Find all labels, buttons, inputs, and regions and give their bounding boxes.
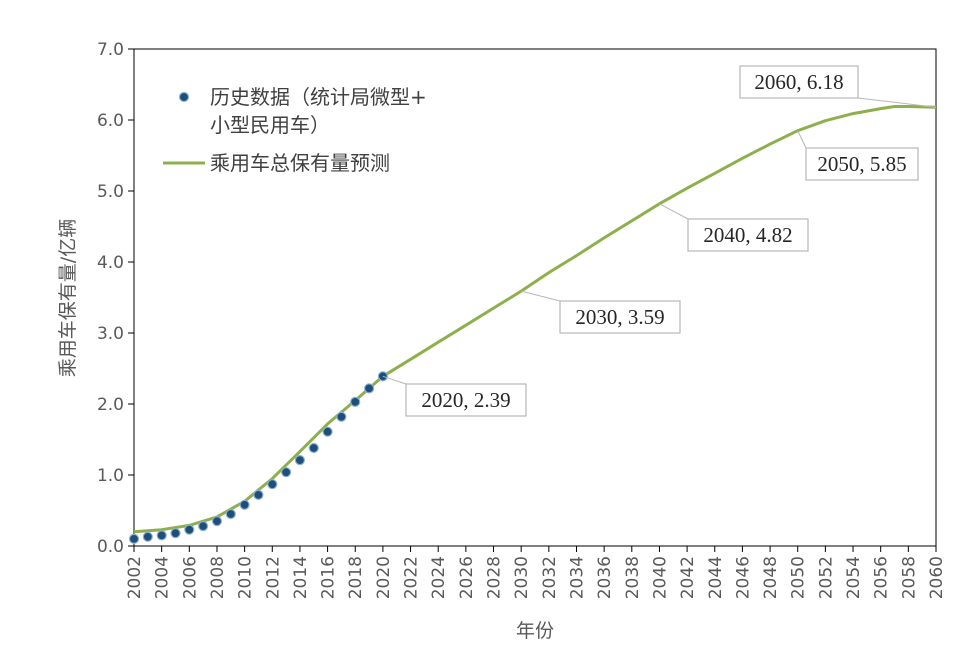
history-point [184,524,195,535]
history-series [128,371,388,545]
callout-leader [857,97,937,108]
callout-leader [659,203,689,220]
history-point [336,411,347,422]
callout-leader [521,290,561,302]
x-tick-label: 2030 [512,556,532,599]
x-tick-label: 2010 [236,556,256,599]
x-tick-label: 2006 [180,556,200,599]
x-tick-label: 2058 [899,556,919,599]
history-point [239,499,250,510]
history-point [294,455,305,466]
history-point [128,533,140,545]
x-tick-label: 2046 [733,556,753,599]
x-tick-label: 2038 [623,556,643,599]
forecast-line [133,105,937,534]
y-tick-label: 0.0 [97,537,124,557]
callout-label: 2020, 2.39 [421,388,510,412]
history-point [350,396,361,407]
callout-leader [797,130,807,149]
legend-label-history-2: 小型民用车） [210,113,330,137]
x-tick-label: 2018 [346,556,366,599]
history-point [211,515,223,527]
legend-marker-history [178,91,190,103]
history-point [308,442,319,454]
history-point [170,528,181,539]
history-point [253,489,264,500]
forecast-series [133,105,937,534]
x-tick-label: 2026 [457,556,477,599]
x-tick-label: 2020 [374,556,394,599]
y-tick-label: 3.0 [97,324,124,344]
x-tick-label: 2034 [567,556,587,599]
history-point [198,520,209,532]
x-tick-label: 2016 [319,556,339,599]
x-tick-label: 2056 [872,556,892,599]
x-tick-label: 2036 [595,556,615,599]
callout-label: 2050, 5.85 [817,152,906,176]
y-tick-label: 6.0 [97,111,124,131]
x-tick-label: 2014 [291,556,311,599]
x-tick-label: 2024 [429,556,449,599]
history-point [281,467,292,478]
x-tick-label: 2004 [153,556,173,599]
ticks: 0.0 1.0 2.0 3.0 4.0 5.0 6.0 7.0 2002 2004 2006 2008… [97,40,947,599]
x-tick-label: 2032 [540,556,560,599]
x-tick-label: 2028 [485,556,505,599]
x-tick-label: 2002 [125,556,145,599]
callout-label: 2040, 4.82 [703,223,792,247]
legend-label-forecast: 乘用车总保有量预测 [210,151,390,175]
x-tick-label: 2048 [761,556,781,599]
x-tick-label: 2012 [263,556,283,599]
x-tick-label: 2042 [678,556,698,599]
history-point [267,479,278,490]
history-point [322,426,333,437]
axes [133,48,937,547]
y-tick-label: 7.0 [97,40,124,60]
callout-box [739,65,859,99]
x-tick-label: 2008 [208,556,228,599]
y-tick-label: 5.0 [97,182,124,202]
callout-label: 2030, 3.59 [575,305,664,329]
history-point [156,530,167,541]
callout-box [687,218,809,252]
x-tick-label: 2044 [706,556,726,599]
history-point [142,531,153,542]
x-tick-label: 2060 [927,556,947,599]
callout-label: 2060, 6.18 [754,70,843,94]
y-tick-label: 4.0 [97,253,124,273]
x-tick-label: 2022 [402,556,422,599]
history-point [225,508,236,520]
callout-leader [382,375,407,385]
legend-label-history-1: 历史数据（统计局微型+ [210,85,427,109]
x-axis-title: 年份 [516,620,554,642]
plot-area-border [133,48,937,547]
callouts: 2020, 2.39 2030, 3.59 2040, 4.82 2050, 5.85… [382,65,937,417]
history-point [364,383,375,394]
y-tick-label: 2.0 [97,395,124,415]
callout-box [405,383,527,417]
y-axis-title: 乘用车保有量/亿辆 [57,219,79,377]
y-tick-label: 1.0 [97,466,124,486]
x-tick-label: 2040 [650,556,670,599]
x-tick-label: 2052 [816,556,836,599]
x-tick-label: 2050 [789,556,809,599]
legend: 历史数据（统计局微型+ 小型民用车） 乘用车总保有量预测 [163,85,427,175]
x-tick-label: 2054 [844,556,864,599]
callout-box [559,300,681,334]
callout-box [805,147,919,181]
